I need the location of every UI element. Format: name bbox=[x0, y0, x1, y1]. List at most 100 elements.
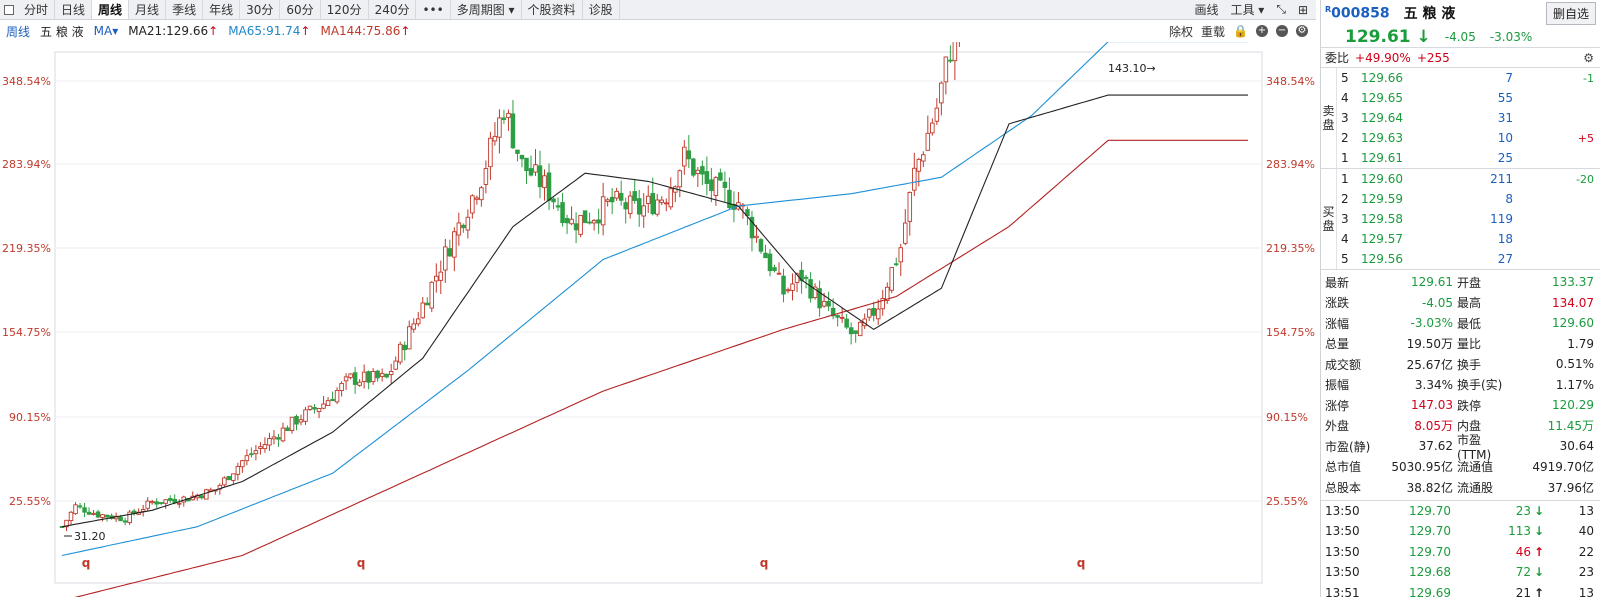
buy-level-row[interactable]: 5 129.56 27 bbox=[1321, 249, 1600, 269]
candle-body bbox=[718, 172, 723, 181]
buy-level-row[interactable]: 1 129.60 211 -20 bbox=[1321, 169, 1600, 189]
candle-body bbox=[307, 405, 313, 410]
kline-chart[interactable]: 348.54% 348.54% 283.94% 283.94% 219.35% 219.3… bbox=[0, 42, 1316, 597]
candle-body bbox=[267, 438, 272, 446]
tick-direction-icon: ↑ bbox=[1533, 544, 1545, 559]
ma-selector[interactable]: MA▾ bbox=[93, 24, 119, 38]
candle-body bbox=[799, 269, 804, 282]
candle-body bbox=[176, 502, 182, 505]
buy-level-row[interactable]: 3 129.58 119 bbox=[1321, 209, 1600, 229]
period-tab[interactable]: 分时 bbox=[18, 0, 56, 19]
y-axis-label-right: 219.35% bbox=[1266, 242, 1315, 255]
candle-body bbox=[844, 318, 849, 328]
stat-label: 最高 bbox=[1457, 296, 1482, 311]
weibi-label: 委比 bbox=[1325, 51, 1350, 65]
candle-body bbox=[438, 271, 444, 281]
tick-row: 13:50 129.70 113 ↓ 40 bbox=[1321, 521, 1600, 542]
candle-body bbox=[199, 495, 205, 499]
remove-watchlist-button[interactable]: 删自选 bbox=[1545, 1, 1596, 25]
period-tab[interactable]: ••• bbox=[416, 0, 451, 19]
sell-level-row[interactable]: 2 129.63 10 +5 bbox=[1321, 128, 1600, 148]
stat-value: 25.67亿 bbox=[1406, 357, 1453, 372]
exright-button[interactable]: 除权 bbox=[1169, 24, 1194, 39]
candle-body bbox=[86, 511, 92, 515]
candle-body bbox=[425, 302, 430, 306]
candle-body bbox=[244, 455, 250, 462]
candle-body bbox=[912, 167, 917, 191]
period-tab[interactable]: 个股资料 bbox=[522, 0, 583, 19]
gear-icon[interactable]: ⚙ bbox=[1583, 50, 1594, 65]
stat-value: 1.17% bbox=[1555, 377, 1594, 392]
tick-list[interactable]: 13:50 129.70 23 ↓ 13 13:50 129.70 113 ↓ 40 13:50 12… bbox=[1321, 501, 1600, 597]
period-tab[interactable]: 60分 bbox=[280, 0, 321, 19]
candle-body bbox=[497, 117, 502, 138]
period-label: 周线 bbox=[6, 24, 31, 39]
expand-icon[interactable]: ⤡ bbox=[1276, 2, 1286, 16]
period-tab[interactable]: 年线 bbox=[203, 0, 241, 19]
candle-body bbox=[285, 427, 290, 432]
period-tab[interactable]: 月线 bbox=[129, 0, 167, 19]
ma65-value: MA65:91.74↑ bbox=[228, 24, 311, 38]
period-tab[interactable]: 季线 bbox=[166, 0, 204, 19]
candle-body bbox=[605, 199, 610, 202]
level-volume: 27 bbox=[1497, 252, 1513, 266]
sell-level-row[interactable]: 5 129.66 7 -1 bbox=[1321, 68, 1600, 88]
period-tab[interactable]: 周线 bbox=[92, 0, 130, 19]
candle-body bbox=[641, 205, 646, 217]
candle-body bbox=[591, 219, 597, 224]
candle-body bbox=[686, 150, 692, 160]
tick-volume: 113 bbox=[1508, 524, 1531, 539]
candle-body bbox=[709, 179, 714, 192]
sell-level-row[interactable]: 1 129.61 25 bbox=[1321, 148, 1600, 168]
candle-body bbox=[226, 476, 232, 481]
tick-volume: 23 bbox=[1515, 503, 1531, 518]
stat-label: 流通值 bbox=[1457, 460, 1494, 475]
grid-icon[interactable]: ⊞ bbox=[1297, 2, 1308, 17]
level-volume: 55 bbox=[1497, 91, 1513, 105]
candle-body bbox=[930, 122, 935, 134]
low-price-annotation: 31.20 bbox=[74, 530, 106, 543]
candle-body bbox=[875, 308, 881, 320]
candle-body bbox=[325, 400, 331, 406]
period-tab[interactable]: 日线 bbox=[55, 0, 93, 19]
tools-menu[interactable]: 工具 ▾ bbox=[1230, 3, 1265, 17]
period-tab[interactable]: 多周期图 ▾ bbox=[451, 0, 522, 19]
stat-value: 37.96亿 bbox=[1547, 480, 1594, 495]
period-tab[interactable]: 30分 bbox=[240, 0, 281, 19]
candle-body bbox=[767, 253, 773, 272]
plot-frame bbox=[54, 51, 1263, 584]
candle-body bbox=[294, 415, 299, 425]
zoom-in-icon[interactable]: + bbox=[1256, 25, 1268, 37]
candle-body bbox=[149, 501, 155, 504]
stat-value: 5030.95亿 bbox=[1391, 460, 1453, 475]
stat-label: 涨跌 bbox=[1325, 296, 1350, 311]
zoom-out-icon[interactable]: − bbox=[1276, 25, 1288, 37]
tick-price: 129.70 bbox=[1409, 544, 1451, 559]
candle-body bbox=[501, 117, 507, 120]
stat-row: 外盘 8.05万 内盘 11.45万 bbox=[1321, 416, 1600, 437]
sell-level-row[interactable]: 4 129.65 55 bbox=[1321, 88, 1600, 108]
buy-level-row[interactable]: 2 129.59 8 bbox=[1321, 189, 1600, 209]
lock-icon[interactable]: 🔒 bbox=[1233, 24, 1248, 38]
draw-line-button[interactable]: 画线 bbox=[1194, 3, 1219, 17]
candle-body bbox=[857, 321, 863, 337]
candle-body bbox=[235, 465, 241, 475]
period-toolbar: 分时 日线 周线 月线 季线 年线 30分 60分 120分 240分 ••• 多周期图 ▾ 个股资料诊… bbox=[0, 0, 1316, 20]
sell-level-row[interactable]: 3 129.64 31 bbox=[1321, 108, 1600, 128]
candle-body bbox=[727, 189, 732, 209]
level-number: 5 bbox=[1341, 252, 1349, 266]
period-tab[interactable]: 120分 bbox=[321, 0, 369, 19]
settings-icon[interactable]: ⚙ bbox=[1296, 25, 1308, 37]
tick-row: 13:50 129.70 46 ↑ 22 bbox=[1321, 542, 1600, 563]
level-price: 129.58 bbox=[1361, 212, 1403, 226]
buy-level-row[interactable]: 4 129.57 18 bbox=[1321, 229, 1600, 249]
y-axis-label-right: 348.54% bbox=[1266, 75, 1315, 88]
period-tab[interactable]: 诊股 bbox=[583, 0, 620, 19]
candle-body bbox=[154, 501, 159, 505]
tick-direction-icon: ↓ bbox=[1533, 524, 1545, 539]
period-tab[interactable]: 240分 bbox=[369, 0, 417, 19]
window-icon[interactable] bbox=[0, 0, 18, 19]
overlay-button[interactable]: 重载 bbox=[1201, 24, 1226, 39]
stat-label: 换手 bbox=[1457, 357, 1482, 372]
